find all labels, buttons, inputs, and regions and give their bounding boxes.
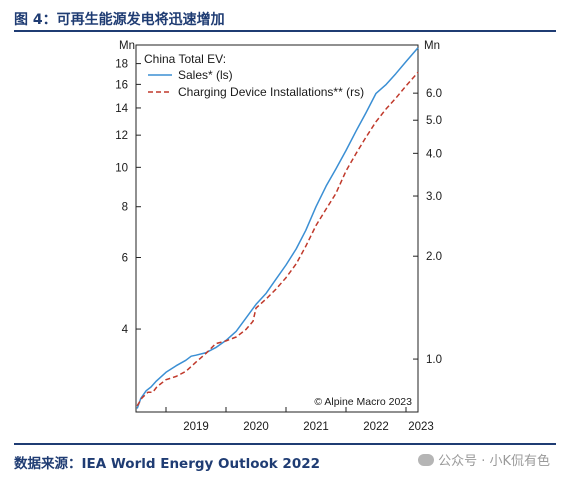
left-axis-tick-label: 6: [122, 252, 128, 264]
chart-title: China Total EV:: [144, 52, 226, 66]
right-axis-tick-label: 6.0: [426, 88, 442, 100]
right-axis-tick-label: 3.0: [426, 191, 442, 203]
plot-frame: [135, 44, 419, 413]
x-axis-tick-label: 2023: [408, 421, 434, 433]
watermark-text: 公众号 · 小K侃有色: [438, 454, 550, 469]
left-axis-tick-label: 12: [115, 130, 128, 142]
figure-footer: 数据来源：IEA World Energy Outlook 2022 公众号 ·…: [14, 443, 556, 473]
legend-label: Sales* (ls): [178, 68, 233, 82]
x-axis-tick-label: 2019: [183, 421, 209, 433]
left-axis-tick-label: 14: [115, 103, 128, 115]
data-source: 数据来源：IEA World Energy Outlook 2022: [14, 456, 321, 472]
right-axis-tick-label: 4.0: [426, 148, 442, 160]
left-axis-tick-label: 4: [122, 324, 129, 336]
right-axis-unit: Mn: [424, 40, 440, 52]
right-axis-tick-label: 5.0: [426, 115, 442, 127]
x-axis-tick-label: 2020: [243, 421, 269, 433]
left-axis-unit: Mn: [119, 40, 135, 52]
sales-line: [136, 47, 419, 409]
watermark: 公众号 · 小K侃有色: [418, 450, 550, 469]
x-axis-tick-label: 2021: [303, 421, 329, 433]
left-axis-tick-label: 8: [122, 202, 128, 214]
line-chart: Mn Mn 4 6 8 10 12 14 16 18 1.0 2.0 3.0 4.0 5.0 6.0 2019 2…: [115, 40, 442, 433]
x-axis-tick-label: 2022: [363, 421, 389, 433]
wechat-icon: [418, 454, 435, 466]
left-axis-tick-label: 10: [115, 162, 128, 174]
figure-header: 图 4：可再生能源发电将迅速增加: [14, 6, 556, 32]
figure-title: 图 4：可再生能源发电将迅速增加: [14, 12, 225, 28]
legend-label: Charging Device Installations** (rs): [178, 85, 364, 99]
right-axis-tick-label: 2.0: [426, 251, 442, 263]
charging-installations-line: [136, 71, 419, 407]
left-axis-tick-label: 18: [115, 59, 128, 71]
chart-credit: © Alpine Macro 2023: [314, 396, 412, 408]
left-axis-tick-label: 16: [115, 79, 128, 91]
right-axis-tick-label: 1.0: [426, 354, 442, 366]
